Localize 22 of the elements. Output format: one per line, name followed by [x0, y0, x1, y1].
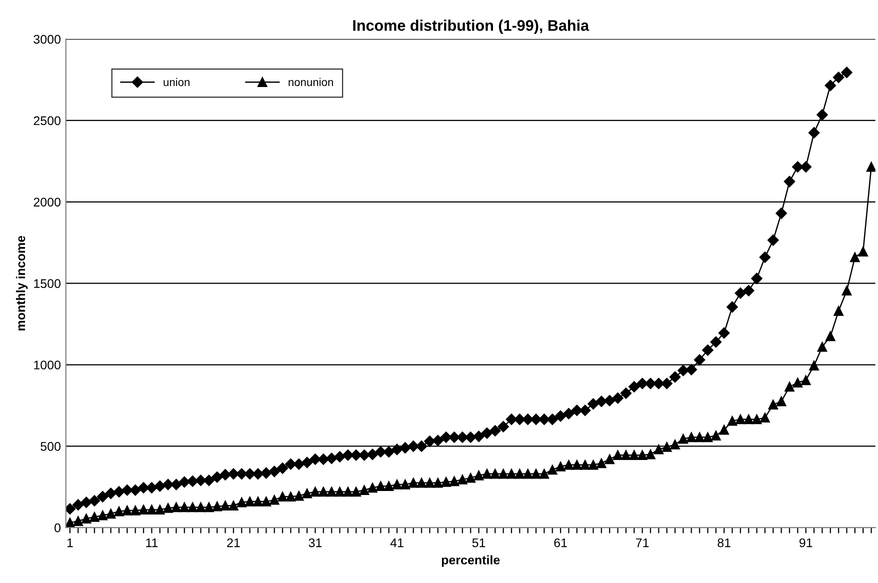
y-tick-label: 2500	[34, 116, 61, 126]
y-tick-label: 1500	[34, 279, 61, 288]
x-tick-label: 61	[554, 538, 567, 548]
y-tick-label: 0	[54, 523, 60, 532]
x-tick-label: 31	[308, 538, 322, 548]
y-tick-label: 3000	[34, 34, 61, 44]
x-tick-label: 71	[636, 538, 649, 548]
legend-label: nonunion	[288, 78, 333, 86]
x-axis-title: percentile	[442, 555, 500, 567]
x-tick-label: 21	[227, 538, 240, 548]
y-tick-label: 1000	[34, 360, 61, 370]
x-tick-label: 11	[146, 538, 158, 548]
chart-title: Income distribution (1-99), Bahia	[353, 20, 590, 34]
y-axis-title: monthly income	[16, 236, 28, 330]
x-tick-label: 81	[718, 538, 730, 548]
y-tick-label: 500	[40, 442, 60, 451]
legend-label: union	[164, 78, 190, 86]
y-tick-label: 2000	[34, 198, 61, 207]
x-tick-label: 51	[472, 538, 486, 548]
x-tick-label: 41	[390, 538, 404, 548]
x-tick-label: 91	[799, 538, 812, 548]
x-tick-label: 1	[67, 538, 73, 548]
